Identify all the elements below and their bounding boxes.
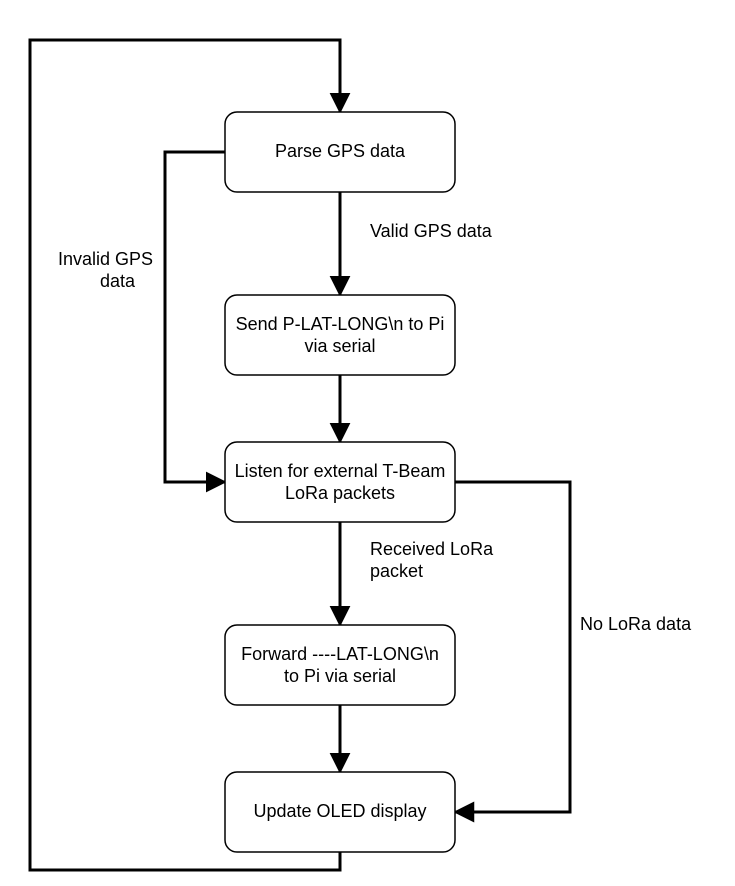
- flowchart-canvas: Valid GPS data Received LoRa packet Inva…: [0, 0, 735, 886]
- svg-text:Update OLED display: Update OLED display: [253, 801, 426, 821]
- edge-label-no-lora: No LoRa data: [580, 614, 692, 634]
- svg-text:LoRa packets: LoRa packets: [285, 483, 395, 503]
- node-parse-gps: Parse GPS data: [225, 112, 455, 192]
- svg-text:Listen for external T-Beam: Listen for external T-Beam: [235, 461, 446, 481]
- node-listen-lora: Listen for external T-Beam LoRa packets: [225, 442, 455, 522]
- edge-label-received-lora-1: Received LoRa: [370, 539, 494, 559]
- edge-label-invalid-gps-1: Invalid GPS: [58, 249, 153, 269]
- svg-text:Forward ----LAT-LONG\n: Forward ----LAT-LONG\n: [241, 644, 439, 664]
- edge-label-received-lora-2: packet: [370, 561, 423, 581]
- svg-text:Send P-LAT-LONG\n to Pi: Send P-LAT-LONG\n to Pi: [236, 314, 445, 334]
- edge-invalid-gps: [165, 152, 225, 482]
- node-send-serial: Send P-LAT-LONG\n to Pi via serial: [225, 295, 455, 375]
- edge-label-invalid-gps-2: data: [100, 271, 136, 291]
- node-forward-serial: Forward ----LAT-LONG\n to Pi via serial: [225, 625, 455, 705]
- edge-no-lora: [455, 482, 570, 812]
- node-update-oled: Update OLED display: [225, 772, 455, 852]
- svg-text:via serial: via serial: [304, 336, 375, 356]
- svg-text:to Pi via serial: to Pi via serial: [284, 666, 396, 686]
- edge-label-valid-gps: Valid GPS data: [370, 221, 493, 241]
- svg-text:Parse GPS data: Parse GPS data: [275, 141, 406, 161]
